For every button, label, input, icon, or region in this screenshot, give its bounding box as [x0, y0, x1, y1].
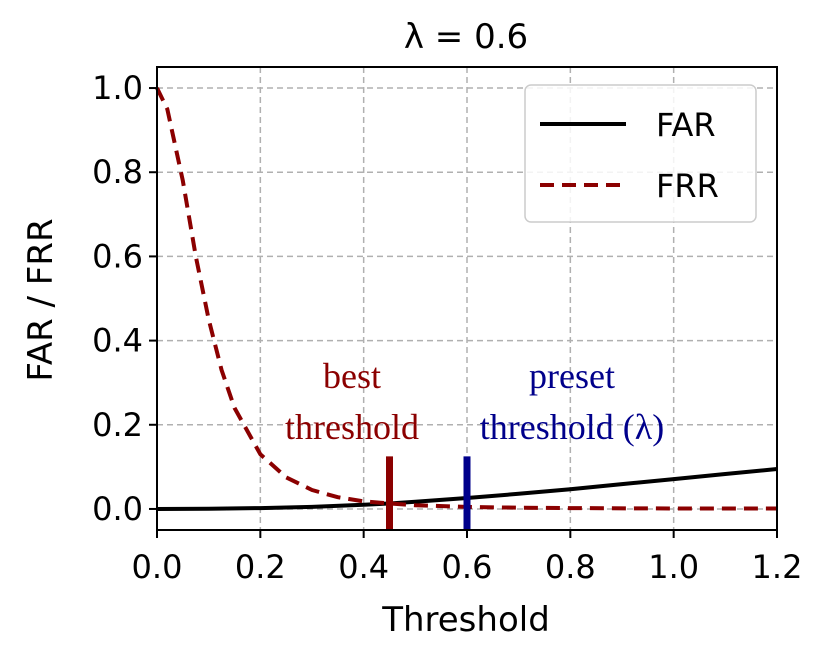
y-tick-label: 0.4: [92, 322, 143, 360]
threshold-markers: [386, 456, 471, 530]
preset-threshold-label-line2: threshold (λ): [480, 407, 664, 447]
series-layer: [155, 87, 778, 511]
chart-title: λ = 0.6: [404, 17, 528, 57]
x-tick-label: 0.4: [338, 548, 389, 586]
best-threshold-label-line2: threshold: [285, 407, 419, 447]
x-tick-label: 0.2: [235, 548, 286, 586]
y-axis-label: FAR / FRR: [21, 218, 61, 381]
y-tick-label: 0.2: [92, 406, 143, 444]
legend-box: [524, 84, 757, 223]
y-tick-label: 0.8: [92, 153, 143, 191]
x-tick-label: 0.8: [545, 548, 596, 586]
legend-far-label: FAR: [656, 106, 716, 144]
annotations: best threshold preset threshold (λ): [285, 356, 664, 447]
x-axis-label: Threshold: [381, 600, 550, 640]
x-tick-label: 1.0: [648, 548, 699, 586]
ticks: 0.0 0.2 0.4 0.6 0.8 1.0 1.2 0.0 0.2 0.4 0.6 0.8 1.0: [92, 69, 802, 586]
y-tick-label: 1.0: [92, 69, 143, 107]
series-frr-line: [155, 87, 777, 511]
x-tick-label: 0.6: [442, 548, 493, 586]
x-tick-label: 1.2: [752, 548, 803, 586]
series-far-line: [156, 467, 778, 511]
preset-threshold-label-line1: preset: [529, 356, 615, 396]
y-tick-label: 0.0: [92, 490, 143, 528]
y-tick-label: 0.6: [92, 237, 143, 275]
best-threshold-label-line1: best: [323, 356, 381, 396]
x-tick-label: 0.0: [132, 548, 183, 586]
legend: FAR FRR: [524, 84, 757, 223]
legend-frr-label: FRR: [656, 167, 719, 205]
